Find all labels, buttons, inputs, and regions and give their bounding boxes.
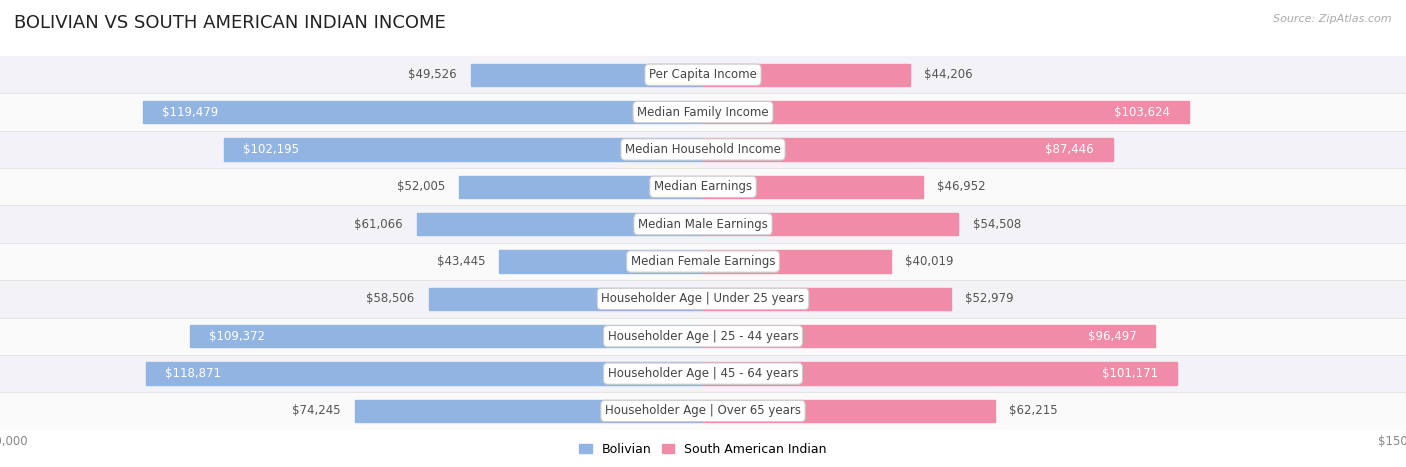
Bar bbox=[0, 205, 1406, 243]
Bar bbox=[703, 288, 952, 310]
Bar bbox=[499, 250, 703, 273]
Bar bbox=[703, 138, 1112, 161]
Text: $52,979: $52,979 bbox=[966, 292, 1014, 305]
Text: $103,624: $103,624 bbox=[1114, 106, 1170, 119]
Text: Median Male Earnings: Median Male Earnings bbox=[638, 218, 768, 231]
Text: $44,206: $44,206 bbox=[924, 68, 973, 81]
Text: Source: ZipAtlas.com: Source: ZipAtlas.com bbox=[1274, 14, 1392, 24]
Text: Householder Age | Under 25 years: Householder Age | Under 25 years bbox=[602, 292, 804, 305]
Bar bbox=[190, 325, 703, 347]
Bar bbox=[0, 93, 1406, 131]
Text: $43,445: $43,445 bbox=[437, 255, 485, 268]
Bar bbox=[143, 101, 703, 123]
Bar bbox=[460, 176, 703, 198]
Text: $119,479: $119,479 bbox=[162, 106, 218, 119]
Bar bbox=[703, 250, 890, 273]
Bar bbox=[0, 392, 1406, 430]
Text: $102,195: $102,195 bbox=[243, 143, 299, 156]
Text: Median Earnings: Median Earnings bbox=[654, 180, 752, 193]
Text: $61,066: $61,066 bbox=[354, 218, 402, 231]
Bar bbox=[416, 213, 703, 235]
Text: $101,171: $101,171 bbox=[1102, 367, 1159, 380]
Text: $118,871: $118,871 bbox=[165, 367, 221, 380]
Text: Median Household Income: Median Household Income bbox=[626, 143, 780, 156]
Text: Per Capita Income: Per Capita Income bbox=[650, 68, 756, 81]
Bar bbox=[0, 168, 1406, 205]
Text: $40,019: $40,019 bbox=[904, 255, 953, 268]
Bar bbox=[429, 288, 703, 310]
Bar bbox=[703, 213, 959, 235]
Text: $54,508: $54,508 bbox=[973, 218, 1021, 231]
Bar bbox=[0, 56, 1406, 93]
Text: Median Family Income: Median Family Income bbox=[637, 106, 769, 119]
Text: $46,952: $46,952 bbox=[938, 180, 986, 193]
Text: Householder Age | 45 - 64 years: Householder Age | 45 - 64 years bbox=[607, 367, 799, 380]
Bar bbox=[224, 138, 703, 161]
Text: $62,215: $62,215 bbox=[1008, 404, 1057, 417]
Text: $109,372: $109,372 bbox=[209, 330, 266, 343]
Bar bbox=[471, 64, 703, 86]
Legend: Bolivian, South American Indian: Bolivian, South American Indian bbox=[575, 438, 831, 461]
Bar bbox=[703, 176, 924, 198]
Bar bbox=[0, 280, 1406, 318]
Bar bbox=[703, 101, 1188, 123]
Bar bbox=[0, 243, 1406, 280]
Bar bbox=[703, 64, 910, 86]
Text: Householder Age | 25 - 44 years: Householder Age | 25 - 44 years bbox=[607, 330, 799, 343]
Text: $87,446: $87,446 bbox=[1046, 143, 1094, 156]
Bar bbox=[0, 318, 1406, 355]
Text: BOLIVIAN VS SOUTH AMERICAN INDIAN INCOME: BOLIVIAN VS SOUTH AMERICAN INDIAN INCOME bbox=[14, 14, 446, 32]
Text: Householder Age | Over 65 years: Householder Age | Over 65 years bbox=[605, 404, 801, 417]
Bar bbox=[356, 400, 703, 422]
Text: $49,526: $49,526 bbox=[408, 68, 457, 81]
Text: $74,245: $74,245 bbox=[292, 404, 342, 417]
Bar bbox=[146, 362, 703, 385]
Bar bbox=[703, 325, 1156, 347]
Bar bbox=[703, 400, 994, 422]
Text: $52,005: $52,005 bbox=[396, 180, 446, 193]
Bar bbox=[0, 355, 1406, 392]
Text: $96,497: $96,497 bbox=[1088, 330, 1136, 343]
Bar bbox=[0, 131, 1406, 168]
Bar bbox=[703, 362, 1177, 385]
Text: Median Female Earnings: Median Female Earnings bbox=[631, 255, 775, 268]
Text: $58,506: $58,506 bbox=[367, 292, 415, 305]
